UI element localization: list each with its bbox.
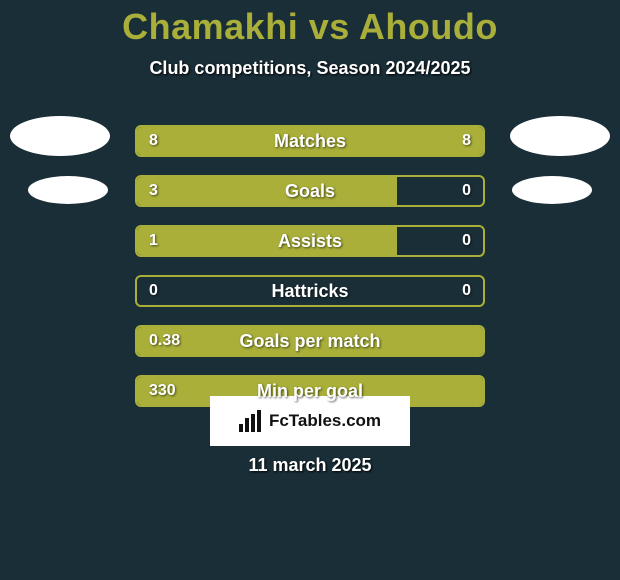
stat-label: Hattricks — [137, 277, 483, 305]
stat-row: 0 Hattricks 0 — [135, 275, 485, 307]
stat-fill-left — [137, 127, 310, 155]
player-photo-left — [10, 116, 110, 156]
stat-fill-left — [137, 327, 483, 355]
page-title: Chamakhi vs Ahoudo — [0, 0, 620, 48]
subtitle: Club competitions, Season 2024/2025 — [0, 58, 620, 79]
stat-fill-right — [310, 127, 483, 155]
stat-row: 0.38 Goals per match — [135, 325, 485, 357]
player-kit-left — [28, 176, 108, 204]
date-text: 11 march 2025 — [0, 455, 620, 476]
stat-value-right: 0 — [462, 277, 471, 305]
player-photo-right — [510, 116, 610, 156]
stat-row: 1 Assists 0 — [135, 225, 485, 257]
stat-fill-left — [137, 227, 397, 255]
stats-bars: 8 Matches 8 3 Goals 0 1 Assists 0 0 Hatt… — [135, 125, 485, 425]
bar-chart-icon — [239, 410, 263, 432]
stat-value-right: 0 — [462, 177, 471, 205]
source-logo-text: FcTables.com — [269, 411, 381, 431]
stat-value-right: 0 — [462, 227, 471, 255]
source-logo[interactable]: FcTables.com — [210, 396, 410, 446]
stat-row: 8 Matches 8 — [135, 125, 485, 157]
stat-fill-left — [137, 177, 397, 205]
comparison-card: Chamakhi vs Ahoudo Club competitions, Se… — [0, 0, 620, 580]
stat-row: 3 Goals 0 — [135, 175, 485, 207]
player-kit-right — [512, 176, 592, 204]
stat-value-left: 0 — [149, 277, 158, 305]
